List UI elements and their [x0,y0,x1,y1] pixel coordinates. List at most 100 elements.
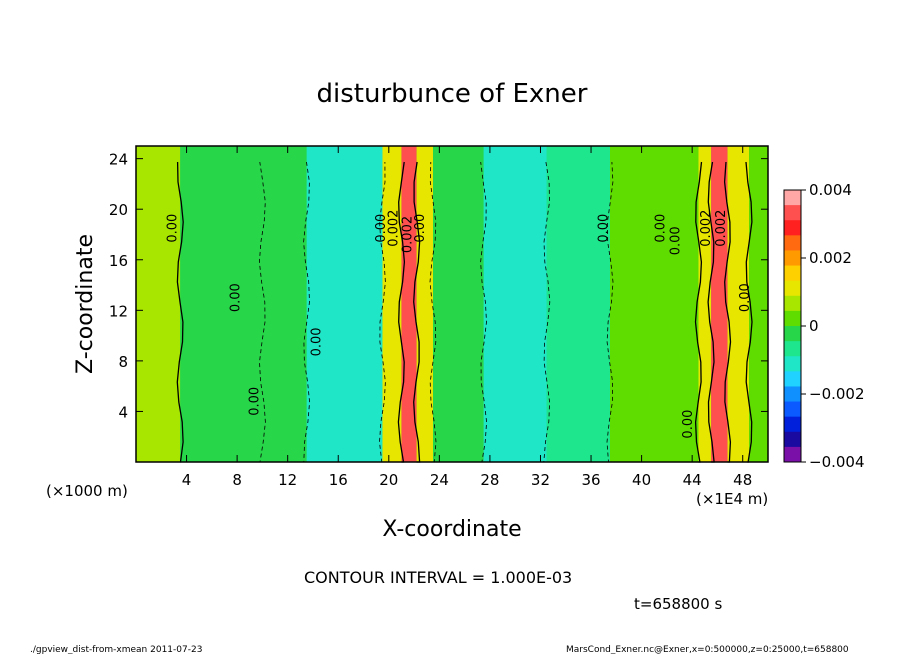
contour-line [745,161,753,463]
y-tick-label: 8 [118,353,128,371]
contour-label: 0.00 [229,283,244,312]
x-tick-label: 16 [329,471,348,489]
heatmap-band [610,146,699,462]
contour-line [176,161,184,463]
heatmap-band [401,146,417,462]
contour-interval: CONTOUR INTERVAL = 1.000E-03 [304,568,572,587]
colorbar-swatch [784,190,801,206]
x-tick-label: 36 [581,471,600,489]
colorbar-tick-label: −0.004 [809,453,865,471]
time-label: t=658800 s [634,595,722,613]
contour-label: 0.00 [165,214,180,243]
heatmap-band [711,146,728,462]
colorbar-swatch [784,416,801,433]
contour-label: 0.002 [714,210,729,247]
colorbar-swatch [784,310,801,327]
y-tick-label: 4 [118,403,128,421]
colorbar-tick-label: 0 [809,317,819,335]
contour-label: 0.00 [374,214,389,243]
contour-line [543,161,551,463]
x-tick-label: 24 [430,471,449,489]
heatmap-band [749,146,768,462]
contour-line [606,161,614,463]
contour-line [303,161,311,463]
x-unit-right: (×1E4 m) [696,490,768,508]
contour-label: 0.00 [413,214,428,243]
y-tick-label: 24 [109,151,128,169]
contour-label: 0.00 [596,214,611,243]
heatmap-band [546,146,610,462]
heatmap-bands [136,146,768,462]
contour-line [723,161,732,463]
x-tick-label: 48 [733,471,752,489]
colorbar-swatch [784,205,801,221]
contour-label: 0.00 [248,387,263,416]
x-tick-label: 44 [683,471,702,489]
contour-line [707,161,715,463]
colorbar-tick-label: 0.004 [809,181,852,199]
colorbar-swatch [784,446,801,463]
footer-right-note: MarsCond_Exner.nc@Exner,x=0:500000,z=0:2… [566,645,849,654]
footer-left-note: ./gpview_dist-from-xmean 2011-07-23 [30,645,202,654]
heatmap-band [306,146,383,462]
colorbar-swatch [784,235,801,251]
heatmap-band [416,146,434,462]
heatmap-band [382,146,402,462]
contour-line [258,161,266,463]
colorbar-swatch [784,326,801,342]
y-axis: 4 8 12 16 20 24 [109,151,768,421]
colorbar-swatch [784,265,801,282]
contour-label: 0.00 [669,226,684,255]
x-tick-label: 28 [480,471,499,489]
x-tick-label: 8 [232,471,242,489]
y-axis-label: Z-coordinate [73,234,98,374]
colorbar-tick-label: −0.002 [809,385,865,403]
contour-label: 0.00 [681,410,696,439]
contour-label: 0.002 [699,210,714,247]
x-axis: 4 8 12 16 20 24 28 32 36 40 44 48 [182,146,752,489]
colorbar: 0.004 0.002 0 −0.002 −0.004 [783,181,865,471]
heatmap-band [262,146,307,462]
colorbar-swatch [784,295,801,312]
heatmap-band [136,146,181,462]
colorbar-swatch [784,250,801,267]
contour-line [429,161,437,463]
colorbar-swatch [784,386,801,403]
contour-line [480,161,488,463]
contour-label: 0.002 [387,210,402,247]
colorbar-swatch [784,280,801,297]
x-tick-label: 4 [182,471,192,489]
x-tick-label: 40 [632,471,651,489]
x-unit-left: (×1000 m) [46,482,128,500]
contour-label: 0.002 [401,216,416,253]
colorbar-swatch [784,431,801,448]
contour-label: 0.00 [738,283,753,312]
colorbar-swatch [784,401,801,418]
colorbar-swatch [784,371,801,387]
heatmap-band [483,146,547,462]
y-tick-label: 16 [109,252,128,270]
x-tick-label: 20 [379,471,398,489]
contour-line [413,161,421,463]
plot-frame [135,145,769,463]
contour-line [397,161,406,463]
heatmap-band [727,146,750,462]
contour-line [379,161,386,463]
x-tick-label: 32 [531,471,550,489]
chart-title: disturbunce of Exner [317,79,588,109]
contour-label: 0.00 [653,214,668,243]
colorbar-swatch [784,341,801,357]
contour-line [694,161,703,463]
colorbar-tick-label: 0.002 [809,249,852,267]
x-tick-label: 12 [278,471,297,489]
x-axis-label: X-coordinate [382,517,521,542]
y-tick-label: 12 [109,302,128,320]
contour-lines [176,161,753,463]
contour-label: 0.00 [310,327,325,356]
heatmap-band [433,146,484,462]
colorbar-swatch [784,220,801,236]
heatmap-band [180,146,263,462]
